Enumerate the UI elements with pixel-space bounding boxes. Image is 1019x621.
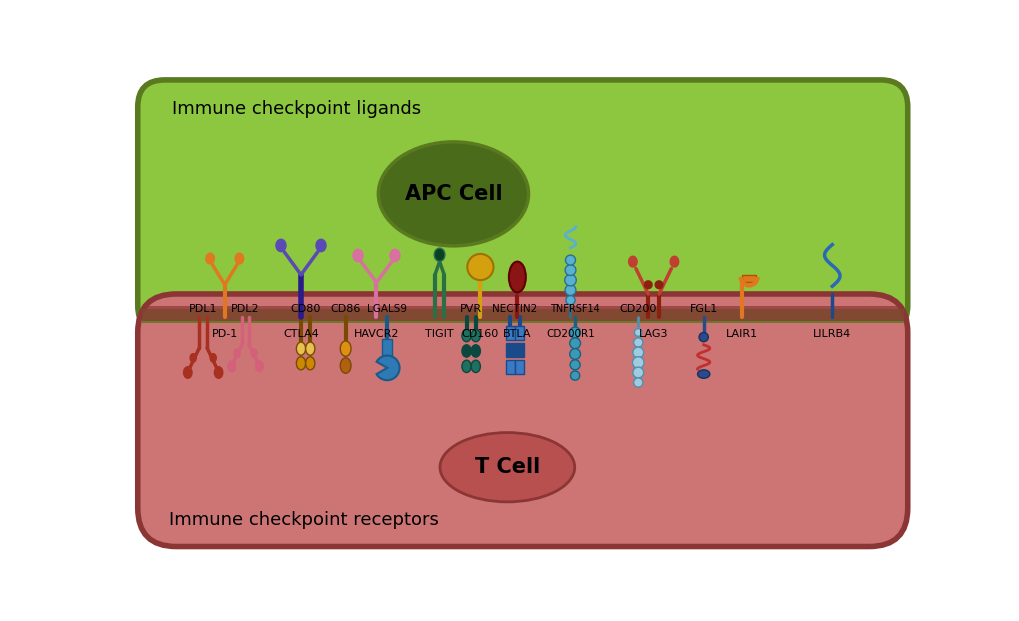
Circle shape (632, 347, 643, 358)
Bar (505, 326, 515, 340)
Ellipse shape (256, 361, 263, 372)
Text: PD-1: PD-1 (211, 329, 237, 339)
Circle shape (634, 329, 642, 337)
Text: Immune checkpoint receptors: Immune checkpoint receptors (168, 510, 438, 528)
Circle shape (570, 338, 580, 348)
Bar (142, 306, 903, 321)
Bar (515, 360, 524, 374)
Text: CTLA4: CTLA4 (283, 329, 319, 339)
Ellipse shape (669, 256, 678, 267)
FancyBboxPatch shape (138, 80, 907, 332)
Ellipse shape (462, 360, 471, 373)
Circle shape (565, 255, 575, 265)
Text: PVR: PVR (460, 304, 482, 314)
Ellipse shape (340, 341, 351, 356)
Circle shape (632, 356, 643, 368)
Wedge shape (376, 356, 399, 380)
Text: CD200: CD200 (619, 304, 656, 314)
Ellipse shape (316, 239, 326, 252)
Ellipse shape (628, 256, 637, 267)
Ellipse shape (183, 367, 192, 378)
Ellipse shape (389, 249, 399, 261)
Bar (742, 274, 755, 283)
Ellipse shape (508, 261, 526, 292)
Circle shape (654, 281, 662, 289)
FancyBboxPatch shape (138, 294, 907, 546)
Text: LAG3: LAG3 (638, 329, 667, 339)
Ellipse shape (471, 360, 480, 373)
Circle shape (565, 265, 576, 276)
Ellipse shape (190, 353, 196, 362)
Ellipse shape (462, 345, 471, 357)
Circle shape (565, 285, 576, 296)
Text: LGALS9: LGALS9 (367, 304, 407, 314)
Text: CD80: CD80 (290, 304, 321, 314)
Circle shape (633, 338, 642, 347)
Ellipse shape (233, 349, 239, 358)
Text: Immune checkpoint ligands: Immune checkpoint ligands (172, 100, 421, 118)
Circle shape (565, 274, 576, 286)
Text: CD200R1: CD200R1 (545, 329, 594, 339)
Circle shape (467, 254, 493, 280)
Text: CD86: CD86 (330, 304, 361, 314)
Circle shape (644, 281, 651, 289)
Ellipse shape (214, 367, 222, 378)
Circle shape (698, 332, 707, 342)
Text: T Cell: T Cell (474, 457, 539, 477)
Ellipse shape (697, 370, 709, 378)
Text: FGL1: FGL1 (689, 304, 717, 314)
Ellipse shape (434, 248, 444, 261)
Circle shape (632, 367, 643, 378)
Ellipse shape (235, 253, 244, 264)
Text: PDL1: PDL1 (189, 304, 217, 314)
Circle shape (570, 327, 580, 338)
Ellipse shape (210, 353, 216, 362)
Bar (505, 343, 515, 357)
Ellipse shape (471, 345, 480, 357)
Ellipse shape (378, 142, 528, 246)
Bar (142, 309, 903, 323)
Circle shape (570, 371, 579, 380)
Circle shape (570, 348, 580, 360)
Ellipse shape (206, 253, 214, 264)
Circle shape (570, 360, 580, 370)
Text: BTLA: BTLA (502, 329, 531, 339)
Ellipse shape (251, 349, 257, 358)
Text: APC Cell: APC Cell (405, 184, 501, 204)
Ellipse shape (297, 356, 306, 370)
Ellipse shape (353, 249, 363, 261)
Text: TNFRSF14: TNFRSF14 (549, 304, 599, 314)
Text: HAVCR2: HAVCR2 (354, 329, 398, 339)
Bar (515, 326, 524, 340)
Ellipse shape (306, 342, 315, 355)
Ellipse shape (471, 329, 480, 342)
Circle shape (566, 296, 575, 305)
Circle shape (633, 378, 642, 387)
Bar (505, 360, 515, 374)
Bar (382, 340, 392, 356)
Ellipse shape (462, 329, 471, 342)
Text: CD160: CD160 (462, 329, 498, 339)
Ellipse shape (227, 361, 235, 372)
Ellipse shape (276, 239, 285, 252)
Text: LILRB4: LILRB4 (812, 329, 851, 339)
Text: TIGIT: TIGIT (425, 329, 453, 339)
Ellipse shape (297, 342, 306, 355)
Ellipse shape (306, 356, 315, 370)
Ellipse shape (439, 433, 574, 502)
Bar (515, 343, 524, 357)
Ellipse shape (340, 358, 351, 373)
Text: LAIR1: LAIR1 (726, 329, 757, 339)
Text: NECTIN2: NECTIN2 (492, 304, 537, 314)
Text: PDL2: PDL2 (231, 304, 260, 314)
